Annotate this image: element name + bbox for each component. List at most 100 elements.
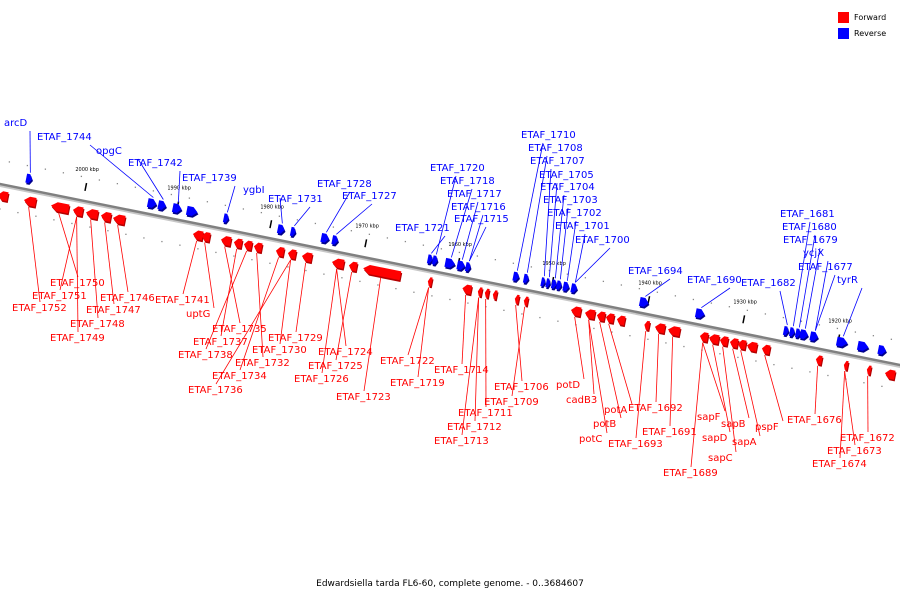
gene-arrow [72,206,85,219]
gene-label: ETAF_1749 [50,333,105,344]
forward-swatch [838,11,849,23]
gene-body [363,265,402,281]
gene-label: ETAF_1746 [100,293,155,304]
guide-dot [629,335,631,337]
guide-dot [404,240,407,243]
gene-arrow [866,365,873,377]
gene-body [426,254,433,264]
gene-arrow [708,334,721,346]
leader-line [335,271,353,361]
gene-body [320,232,330,243]
gene-arrow [157,200,167,212]
leader-line [295,262,307,333]
leader-line [461,297,480,436]
guide-dot [863,382,865,384]
leader-line [450,188,473,258]
leader-line [635,331,647,439]
gene-body [708,334,720,345]
gene-label: ETAF_1741 [155,295,210,306]
gene-body [540,277,546,287]
leader-line [461,201,479,260]
leader-line [543,168,552,277]
gene-arrow [522,273,530,285]
guide-dot [152,190,155,192]
leader-line [279,259,292,345]
gene-body [877,344,887,355]
gene-body [545,278,551,288]
gene-arrow [555,280,563,292]
gene-body [782,325,789,336]
guide-dot [656,291,659,293]
guide-dot [143,237,145,239]
gene-arrow [289,226,297,239]
guide-dot [539,316,541,319]
guide-dot [179,244,181,246]
gene-arrow [699,332,710,344]
leader-line [608,323,633,405]
leader-line [177,170,181,203]
gene-label: ETAF_1692 [628,403,683,414]
leader-line [59,216,78,291]
gene-body [788,327,795,337]
gene-arrow [644,320,652,333]
guide-dot [638,287,641,290]
leader-line [575,247,611,283]
gene-label: ETAF_1690 [687,275,742,286]
gene-body [884,369,896,380]
leader-line [814,365,819,415]
gene-arrow [584,309,597,322]
leader-line [435,175,457,255]
backbone [0,182,900,367]
tick-label: 1920 kbp [828,319,852,325]
gene-label: ETAF_1693 [608,439,663,450]
guide-dot [98,179,101,181]
gene-body [694,308,705,319]
gene-label: tyrR [837,275,858,286]
leader-line [321,268,338,374]
leader-line [468,226,487,262]
gene-arrow [799,329,809,341]
gene-body [799,329,809,339]
gene-body [0,191,9,202]
guide-dot [287,266,289,268]
leader-line [205,250,248,350]
gene-body [100,211,112,222]
leader-line [559,207,569,280]
leader-line [804,247,821,329]
gene-arrow [492,290,499,302]
guide-dot [449,298,451,301]
gene-body [492,290,498,300]
leader-line [645,278,671,297]
gene-label: ETAF_1713 [434,436,489,447]
gene-label: ETAF_1710 [521,130,576,141]
gene-body [233,238,243,249]
gene-arrow [729,338,740,350]
gene-body [550,279,557,289]
gene-body [737,339,747,350]
leader-line [702,342,726,412]
gene-arrow [545,278,551,290]
guide-dot [791,367,793,369]
gene-body [570,306,582,317]
gene-body [222,213,229,223]
guide-dot [521,313,523,315]
tick-label: 1980 kbp [260,204,284,210]
gene-body [185,205,198,216]
guide-dot [512,262,515,264]
gene-arrow [431,255,439,267]
guide-dot [377,284,379,286]
gene-arrow [788,327,796,339]
guide-dot [44,168,47,170]
legend-forward-label: Forward [854,12,887,22]
guide-dot [269,262,271,264]
gene-label: ETAF_1748 [70,319,125,330]
gene-body [856,340,869,351]
gene-label: ETAF_1750 [50,278,105,289]
legend-reverse-label: Reverse [854,28,887,38]
gene-arrow [484,288,491,300]
leader-line [76,216,79,333]
tick-label: 1940 kbp [638,280,662,286]
guide-dot [233,255,235,257]
gene-label: ETAF_1691 [642,427,697,438]
